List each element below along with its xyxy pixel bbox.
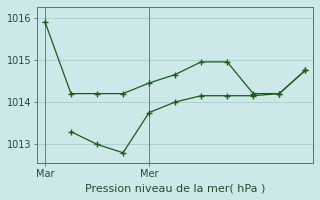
X-axis label: Pression niveau de la mer( hPa ): Pression niveau de la mer( hPa )	[85, 183, 265, 193]
